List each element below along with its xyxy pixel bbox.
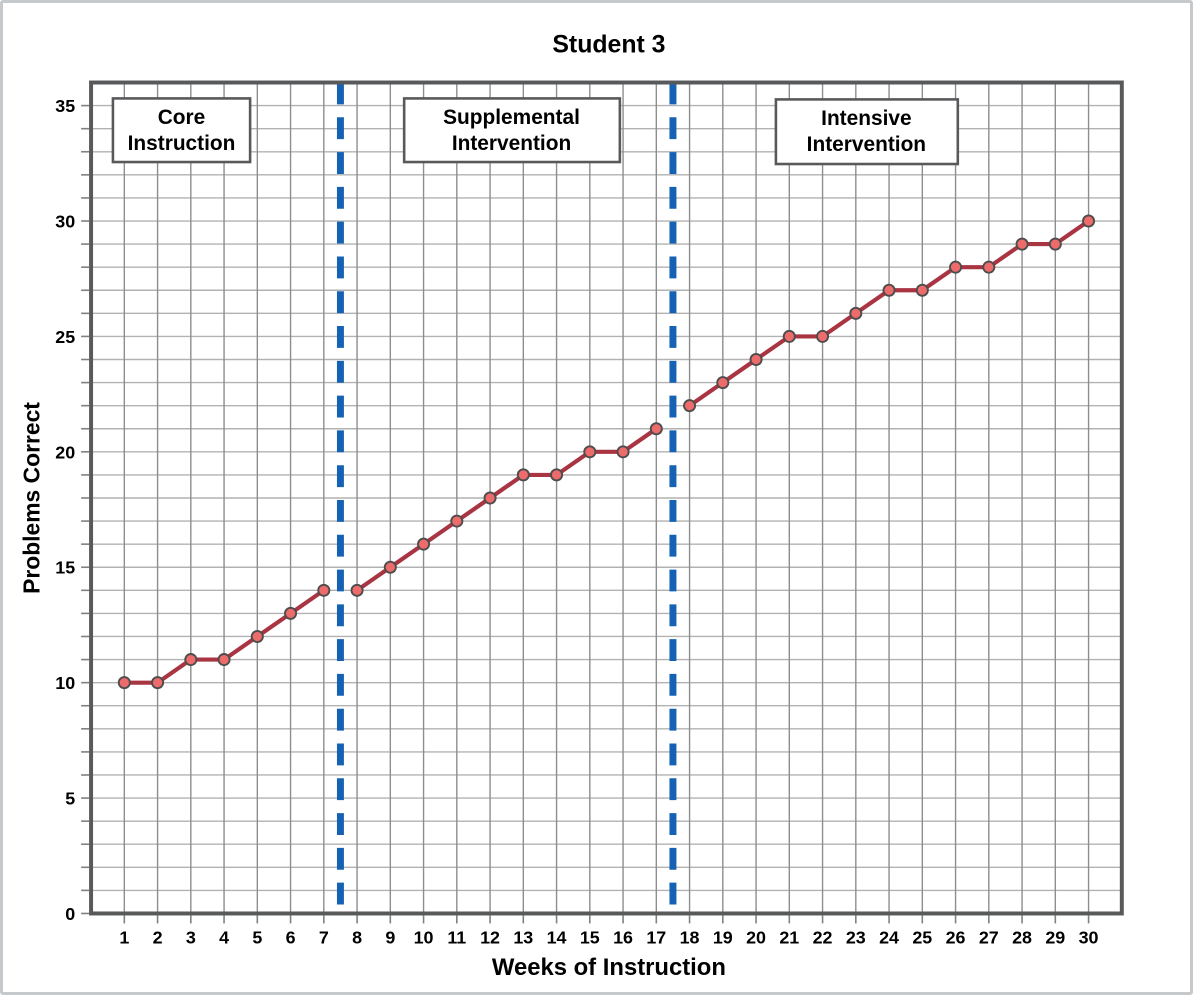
- data-point: [649, 422, 663, 436]
- data-point: [716, 376, 730, 390]
- data-point: [550, 468, 564, 482]
- data-line: [354, 426, 659, 593]
- data-point: [782, 329, 796, 343]
- data-point: [616, 445, 630, 459]
- y-tick-label: 20: [55, 442, 75, 462]
- progress-monitoring-chart: Student 3 Problems Correct Weeks of Inst…: [18, 32, 1124, 981]
- phase-label-line2: Intervention: [807, 133, 926, 156]
- y-tick-label: 35: [55, 96, 75, 116]
- data-point: [915, 283, 929, 297]
- data-point: [882, 283, 896, 297]
- y-tick-label: 5: [65, 789, 75, 809]
- x-tick-label: 12: [480, 927, 500, 947]
- x-tick-label: 10: [414, 927, 434, 947]
- data-point: [450, 514, 464, 528]
- chart-title: Student 3: [552, 32, 665, 59]
- x-tick-label: 13: [513, 927, 533, 947]
- x-tick-label: 6: [286, 927, 296, 947]
- x-tick-label: 8: [352, 927, 362, 947]
- data-series-layer: [117, 214, 1096, 690]
- phase-label-line1: Intensive: [821, 107, 911, 130]
- data-point: [317, 583, 331, 597]
- data-point: [849, 306, 863, 320]
- data-point: [151, 676, 165, 690]
- y-tick-label: 30: [55, 211, 75, 231]
- phase-label-line2: Instruction: [128, 132, 236, 155]
- x-tick-label: 9: [385, 927, 395, 947]
- x-tick-label: 3: [186, 927, 196, 947]
- data-point: [982, 260, 996, 274]
- data-point: [683, 399, 697, 413]
- data-point: [350, 583, 364, 597]
- data-point: [284, 606, 298, 620]
- phase-box-rect: [111, 97, 252, 164]
- phase-box-rect: [402, 97, 622, 164]
- data-point: [1082, 214, 1096, 228]
- x-tick-label: 14: [547, 927, 567, 947]
- x-tick-label: 23: [846, 927, 866, 947]
- grid-layer: [91, 82, 1122, 914]
- x-tick-label: 19: [713, 927, 733, 947]
- x-tick-label: 29: [1045, 927, 1065, 947]
- x-tick-label: 26: [946, 927, 966, 947]
- x-tick-label: 17: [646, 927, 666, 947]
- x-tick-label: 5: [252, 927, 262, 947]
- x-tick-label: 7: [319, 927, 329, 947]
- x-tick-label: 22: [813, 927, 833, 947]
- x-tick-label: 11: [447, 927, 466, 947]
- x-tick-label: 24: [879, 927, 899, 947]
- x-tick-label: 4: [219, 927, 229, 947]
- data-point: [483, 491, 497, 505]
- x-axis-label: Weeks of Instruction: [492, 954, 726, 981]
- y-axis-label: Problems Correct: [18, 402, 44, 594]
- data-point: [516, 468, 530, 482]
- phase-box-rect: [774, 98, 960, 166]
- data-point: [250, 629, 264, 644]
- x-tick-label: 15: [580, 927, 600, 947]
- data-point: [184, 653, 198, 667]
- phase-box-supplemental-intervention: Supplemental Intervention: [402, 97, 622, 164]
- phase-label-line2: Intervention: [452, 132, 571, 155]
- y-tick-label: 25: [55, 327, 75, 347]
- x-tick-label: 28: [1012, 927, 1032, 947]
- x-tick-label: 20: [746, 927, 766, 947]
- data-point: [217, 653, 231, 667]
- data-point: [816, 329, 830, 343]
- data-point: [583, 445, 597, 459]
- y-tick-label: 15: [55, 558, 75, 578]
- phase-label-line1: Core: [158, 106, 206, 129]
- x-tick-label: 16: [613, 927, 633, 947]
- data-point: [749, 352, 763, 367]
- x-tick-label: 25: [912, 927, 932, 947]
- y-tick-label: 10: [55, 673, 75, 693]
- x-tick-label: 21: [779, 927, 799, 947]
- phase-label-line1: Supplemental: [443, 106, 580, 129]
- plot-border: [89, 80, 1124, 916]
- x-tick-label: 18: [680, 927, 700, 947]
- data-point: [1048, 237, 1062, 251]
- phase-box-core-instruction: Core Instruction: [111, 97, 252, 164]
- data-point: [1015, 237, 1029, 251]
- data-point: [949, 260, 963, 274]
- x-tick-label: 2: [153, 927, 163, 947]
- y-tick-label: 0: [65, 904, 75, 924]
- data-point: [417, 537, 431, 551]
- data-point: [383, 560, 397, 574]
- phase-box-intensive-intervention: Intensive Intervention: [774, 98, 960, 166]
- x-tick-label: 30: [1079, 927, 1099, 947]
- data-point: [117, 676, 131, 690]
- x-tick-label: 27: [979, 927, 999, 947]
- x-tick-label: 1: [119, 927, 129, 947]
